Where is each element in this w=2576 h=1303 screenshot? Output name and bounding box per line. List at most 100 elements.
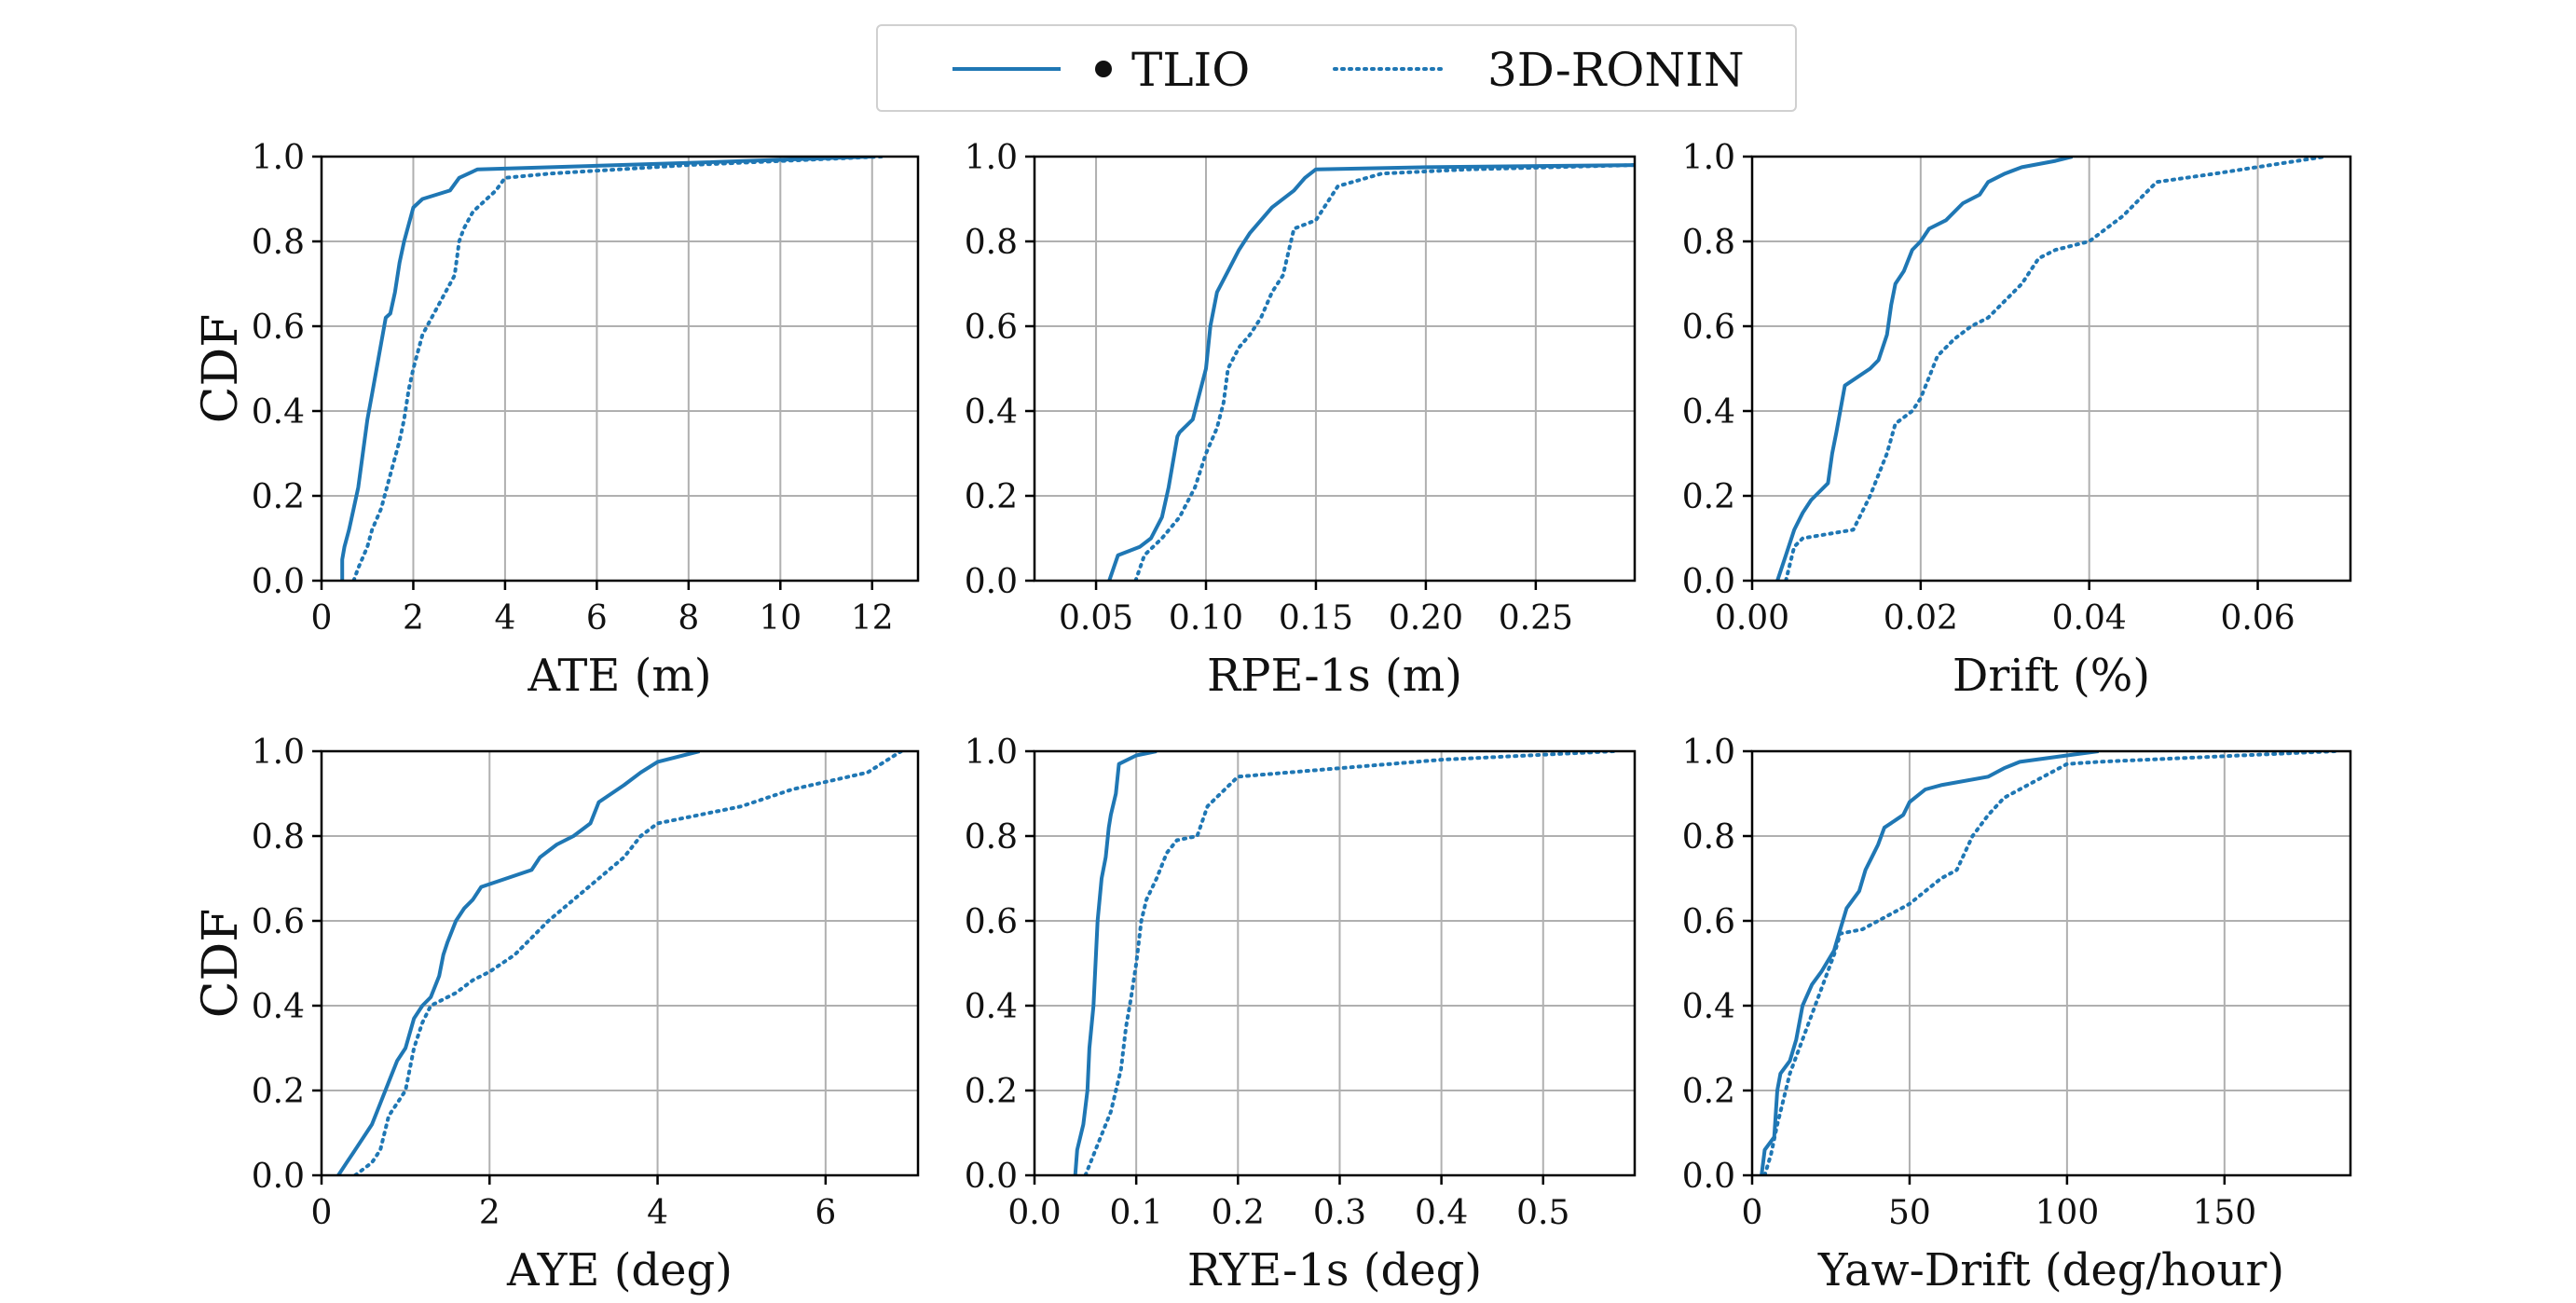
y-axis-label: CDF — [193, 314, 249, 424]
series-line-tlio — [1107, 163, 1635, 581]
y-tick-label: 0.0 — [965, 563, 1018, 601]
y-tick-label: 1.0 — [252, 139, 305, 177]
y-tick-label: 1.0 — [965, 139, 1018, 177]
y-tick-label: 0.4 — [1682, 988, 1735, 1026]
chart-panel-3: 0.00 0.02 0.04 0.06 0.0 0.2 0.4 0.6 0.8 1.0 Drift … — [1682, 139, 2352, 702]
series-line-3d-ronin — [1784, 157, 2327, 581]
plot-frame — [1033, 155, 1637, 583]
chart-panel-6: 0 50 100 150 0.0 0.2 0.4 0.6 0.8 1.0 Yaw-Drift (de… — [1682, 734, 2352, 1296]
plot-frame — [1750, 749, 2352, 1177]
x-tick-label: 2 — [479, 1194, 500, 1232]
x-tick-label: 10 — [759, 599, 802, 638]
series-line-tlio — [1760, 751, 2099, 1175]
series-line-3d-ronin — [1083, 751, 1617, 1175]
x-axis-label: RYE-1s (deg) — [1187, 1244, 1482, 1296]
x-tick-label: 6 — [586, 599, 608, 638]
x-tick-label: 4 — [494, 599, 515, 638]
x-tick-label: 0.06 — [2220, 599, 2295, 638]
x-tick-label: 0.00 — [1715, 599, 1789, 638]
x-tick-label: 0.25 — [1499, 599, 1573, 638]
y-tick-label: 0.6 — [1682, 903, 1735, 941]
y-tick-label: 0.8 — [965, 818, 1018, 857]
x-tick-label: 6 — [815, 1194, 836, 1232]
y-tick-label: 0.0 — [252, 1158, 305, 1196]
chart-panel-5: 0.0 0.1 0.2 0.3 0.4 0.5 0.0 0.2 0.4 0.6 0.8 1.0 RYE-… — [965, 734, 1637, 1296]
legend-marker-tlio — [1095, 61, 1112, 77]
y-tick-label: 0.0 — [1682, 1158, 1735, 1196]
x-tick-label: 0 — [311, 599, 333, 638]
x-tick-label: 0.1 — [1110, 1194, 1163, 1232]
legend-label-tlio: TLIO — [1131, 43, 1251, 97]
series-line-3d-ronin — [351, 157, 884, 581]
x-axis-label: AYE (deg) — [506, 1244, 733, 1296]
y-tick-label: 0.6 — [252, 903, 305, 941]
x-tick-label: 0.4 — [1415, 1194, 1468, 1232]
y-tick-label: 0.2 — [1682, 478, 1735, 516]
plot-frame — [320, 155, 920, 583]
y-tick-label: 0.6 — [1682, 309, 1735, 347]
x-tick-label: 8 — [678, 599, 699, 638]
legend-swatches — [952, 61, 1445, 77]
y-tick-label: 0.6 — [965, 309, 1018, 347]
x-tick-label: 0.3 — [1313, 1194, 1366, 1232]
plot-frame — [320, 749, 920, 1177]
y-tick-label: 0.0 — [1682, 563, 1735, 601]
x-tick-label: 0.02 — [1884, 599, 1958, 638]
x-tick-label: 0.20 — [1389, 599, 1463, 638]
series-line-3d-ronin — [1762, 751, 2337, 1175]
y-tick-label: 0.6 — [965, 903, 1018, 941]
y-tick-label: 0.2 — [965, 478, 1018, 516]
legend: TLIO 3D-RONIN — [876, 24, 1797, 112]
x-tick-label: 0.05 — [1059, 599, 1133, 638]
x-tick-label: 2 — [403, 599, 424, 638]
y-tick-label: 1.0 — [252, 734, 305, 772]
x-axis-label: ATE (m) — [527, 650, 711, 702]
x-tick-label: 0.10 — [1169, 599, 1243, 638]
x-tick-label: 100 — [2035, 1194, 2100, 1232]
y-tick-label: 0.2 — [252, 478, 305, 516]
y-tick-label: 0.2 — [965, 1073, 1018, 1111]
y-tick-label: 1.0 — [965, 734, 1018, 772]
x-tick-label: 0.5 — [1516, 1194, 1569, 1232]
y-tick-label: 0.4 — [965, 393, 1018, 432]
x-axis-label: Yaw-Drift (deg/hour) — [1817, 1244, 2284, 1296]
x-tick-label: 0 — [1742, 1194, 1763, 1232]
plot-frame — [1750, 155, 2352, 583]
y-tick-label: 0.0 — [965, 1158, 1018, 1196]
x-tick-label: 0.15 — [1279, 599, 1353, 638]
y-tick-label: 0.4 — [252, 988, 305, 1026]
y-tick-label: 0.8 — [965, 224, 1018, 262]
chart-panel-2: 0.05 0.10 0.15 0.20 0.25 0.0 0.2 0.4 0.6 0.8 1.0 RP… — [965, 139, 1637, 702]
x-tick-label: 0.2 — [1212, 1194, 1265, 1232]
y-tick-label: 0.8 — [252, 224, 305, 262]
chart-panel-4: 0 2 4 6 0.0 0.2 0.4 0.6 0.8 1.0 AYE (deg) CDF — [193, 734, 920, 1296]
series-line-tlio — [336, 751, 701, 1175]
x-tick-label: 0.0 — [1007, 1194, 1061, 1232]
x-axis-label: Drift (%) — [1953, 650, 2150, 702]
x-tick-label: 0 — [311, 1194, 333, 1232]
x-tick-label: 0.04 — [2052, 599, 2127, 638]
y-tick-label: 1.0 — [1682, 734, 1735, 772]
y-tick-label: 0.8 — [1682, 818, 1735, 857]
y-tick-label: 0.8 — [1682, 224, 1735, 262]
y-tick-label: 1.0 — [1682, 139, 1735, 177]
series-line-3d-ronin — [353, 751, 903, 1175]
series-line-3d-ronin — [1133, 163, 1635, 581]
y-tick-label: 0.2 — [1682, 1073, 1735, 1111]
chart-panel-1: 0 2 4 6 8 10 12 0.0 0.2 0.4 0.6 0.8 1.0 ATE (m) CDF — [193, 139, 920, 702]
y-tick-label: 0.4 — [1682, 393, 1735, 432]
series-line-tlio — [1775, 157, 2074, 581]
y-tick-label: 0.0 — [252, 563, 305, 601]
y-axis-label: CDF — [193, 909, 249, 1019]
legend-label-3d-ronin: 3D-RONIN — [1487, 43, 1745, 97]
y-tick-label: 0.4 — [965, 988, 1018, 1026]
y-tick-label: 0.4 — [252, 393, 305, 432]
y-tick-label: 0.2 — [252, 1073, 305, 1111]
plot-frame — [1033, 749, 1637, 1177]
series-line-tlio — [340, 157, 872, 581]
x-axis-label: RPE-1s (m) — [1207, 650, 1462, 702]
series-line-tlio — [1073, 751, 1158, 1175]
x-tick-label: 12 — [851, 599, 894, 638]
x-tick-label: 50 — [1888, 1194, 1931, 1232]
